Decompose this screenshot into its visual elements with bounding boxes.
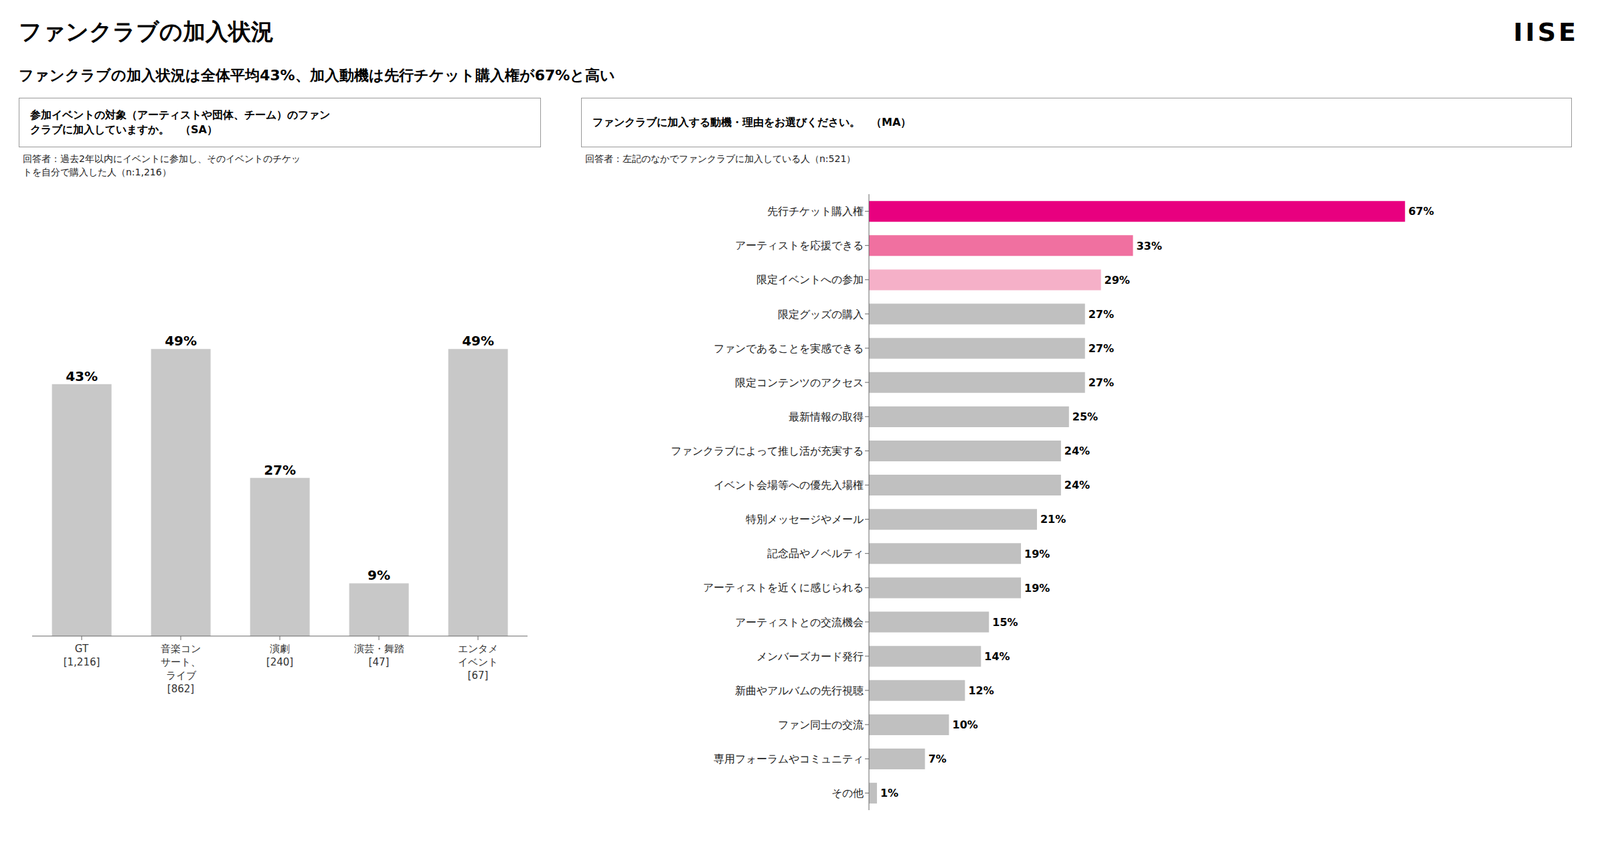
svg-text:7%: 7%: [928, 752, 947, 766]
svg-text:43%: 43%: [65, 368, 98, 385]
svg-text:9%: 9%: [367, 567, 391, 584]
svg-text:ファンクラブによって推し活が充実する: ファンクラブによって推し活が充実する: [670, 444, 864, 458]
svg-text:67%: 67%: [1408, 204, 1434, 218]
svg-text:最新情報の取得: 最新情報の取得: [788, 410, 864, 424]
svg-text:アーティストを近くに感じられる: アーティストを近くに感じられる: [702, 581, 864, 594]
svg-text:エンタメイベント[67]: エンタメイベント[67]: [457, 642, 499, 682]
svg-text:25%: 25%: [1072, 410, 1098, 424]
svg-text:アーティストを応援できる: アーティストを応援できる: [735, 238, 864, 252]
svg-text:限定グッズの購入: 限定グッズの購入: [777, 307, 864, 321]
html-text:IISE: IISE: [1513, 17, 1579, 47]
svg-text:19%: 19%: [1024, 547, 1050, 561]
svg-text:ファンであることを実感できる: ファンであることを実感できる: [713, 342, 864, 355]
svg-text:49%: 49%: [461, 332, 495, 349]
svg-text:メンバーズカード発行: メンバーズカード発行: [756, 650, 864, 663]
svg-text:新曲やアルバムの先行視聴: 新曲やアルバムの先行視聴: [735, 684, 864, 697]
svg-text:記念品やノベルティ: 記念品やノベルティ: [767, 546, 864, 560]
svg-text:14%: 14%: [984, 650, 1010, 663]
svg-text:先行チケット購入権: 先行チケット購入権: [767, 204, 864, 218]
svg-text:21%: 21%: [1040, 512, 1066, 526]
svg-text:15%: 15%: [992, 615, 1018, 629]
svg-text:限定コンテンツのアクセス: 限定コンテンツのアクセス: [735, 376, 864, 389]
svg-text:10%: 10%: [952, 718, 979, 732]
svg-text:24%: 24%: [1064, 478, 1090, 492]
svg-text:演劇[240]: 演劇[240]: [266, 642, 294, 669]
svg-text:29%: 29%: [1104, 273, 1131, 287]
html-text:ファンクラブの加入状況は全体平均43%、加入動機は先行チケッ: ファンクラブの加入状況は全体平均43%、加入動機は先行チケット購入権が67%と高…: [18, 66, 616, 84]
svg-text:ファン同士の交流: ファン同士の交流: [777, 718, 864, 732]
svg-text:27%: 27%: [263, 461, 296, 478]
svg-text:27%: 27%: [1088, 307, 1114, 321]
html-text:参加イベントの対象（アーティストや団体、チーム）のファン ク: 参加イベントの対象（アーティストや団体、チーム）のファン クラブに加入しています…: [30, 108, 331, 136]
svg-text:その他: その他: [831, 786, 864, 800]
svg-text:イベント会場等への優先入場権: イベント会場等への優先入場権: [713, 478, 864, 492]
svg-text:1%: 1%: [880, 786, 899, 800]
svg-text:限定イベントへの参加: 限定イベントへの参加: [756, 273, 864, 286]
svg-text:特別メッセージやメール: 特別メッセージやメール: [745, 512, 864, 526]
html-text:回答者：左記のなかでファンクラブに加入している人（n:521: 回答者：左記のなかでファンクラブに加入している人（n:521）: [585, 153, 856, 165]
svg-text:アーティストとの交流機会: アーティストとの交流機会: [735, 615, 864, 629]
svg-text:19%: 19%: [1024, 581, 1050, 595]
svg-text:専用フォーラムやコミュニティ: 専用フォーラムやコミュニティ: [713, 752, 864, 766]
html-text:ファンクラブに加入する動機・理由をお選びください。 （MA）: ファンクラブに加入する動機・理由をお選びください。 （MA）: [592, 115, 912, 129]
svg-text:27%: 27%: [1088, 376, 1114, 389]
svg-text:24%: 24%: [1064, 444, 1090, 458]
svg-text:12%: 12%: [968, 684, 994, 697]
svg-text:演芸・舞踏[47]: 演芸・舞踏[47]: [354, 642, 405, 669]
html-text:ファンクラブの加入状況: ファンクラブの加入状況: [18, 18, 274, 45]
svg-text:33%: 33%: [1136, 239, 1162, 253]
html-text:回答者：過去2年以内にイベントに参加し、そのイベントのチケッ: 回答者：過去2年以内にイベントに参加し、そのイベントのチケッ トを自分で購入した…: [22, 153, 301, 178]
svg-text:49%: 49%: [164, 332, 197, 349]
svg-text:音楽コンサート、ライブ[862]: 音楽コンサート、ライブ[862]: [160, 642, 201, 695]
svg-text:GT[1,216]: GT[1,216]: [63, 642, 101, 669]
svg-text:27%: 27%: [1088, 342, 1114, 355]
